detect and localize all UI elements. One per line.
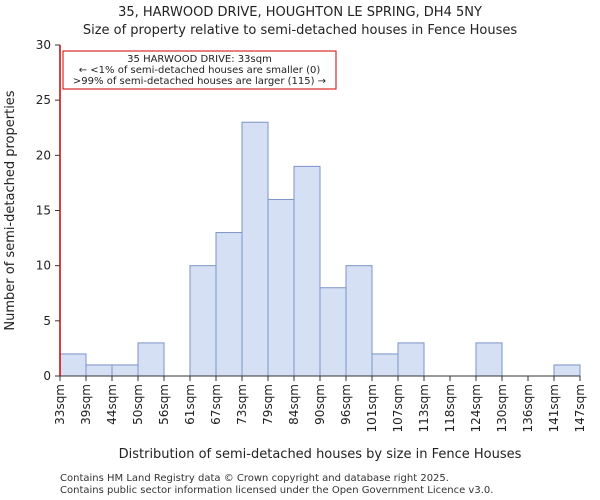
- annotation-title: 35 HARWOOD DRIVE: 33sqm: [127, 54, 272, 65]
- footer-licence: Contains public sector information licen…: [60, 485, 494, 496]
- annotation-box: [62, 50, 337, 90]
- histogram-bar: [59, 353, 87, 377]
- histogram-bar: [553, 364, 581, 377]
- histogram-bar: [111, 364, 139, 377]
- x-tick-label: 107sqm: [391, 384, 405, 432]
- x-tick-label: 96sqm: [339, 384, 353, 425]
- footer-copyright: Contains HM Land Registry data © Crown c…: [60, 473, 449, 484]
- x-tick-label: 50sqm: [131, 384, 145, 425]
- y-tick-label: 20: [36, 148, 51, 162]
- x-tick-label: 84sqm: [287, 384, 301, 425]
- x-tick-label: 113sqm: [417, 384, 431, 432]
- histogram-bar: [397, 342, 425, 377]
- x-tick-label: 147sqm: [573, 384, 587, 432]
- x-tick-label: 73sqm: [235, 384, 249, 425]
- histogram-bar: [345, 265, 373, 377]
- chart-subtitle: Size of property relative to semi-detach…: [82, 23, 518, 38]
- histogram-bar: [293, 165, 321, 377]
- histogram-bar: [267, 198, 295, 377]
- x-tick-label: 44sqm: [105, 384, 119, 425]
- histogram-bar: [371, 353, 399, 377]
- annotation-smaller: ← <1% of semi-detached houses are smalle…: [79, 65, 321, 76]
- y-tick-label: 0: [43, 369, 51, 383]
- y-tick-label: 15: [36, 204, 51, 218]
- y-axis-title: Number of semi-detached properties: [3, 90, 18, 330]
- x-tick-label: 33sqm: [53, 384, 67, 425]
- histogram-bar: [475, 342, 503, 377]
- x-tick-label: 61sqm: [183, 384, 197, 425]
- histogram-bar: [241, 121, 269, 377]
- y-tick-label: 25: [36, 93, 51, 107]
- x-tick-label: 130sqm: [495, 384, 509, 432]
- chart-title: 35, HARWOOD DRIVE, HOUGHTON LE SPRING, D…: [118, 5, 482, 20]
- x-axis-title: Distribution of semi-detached houses by …: [119, 447, 522, 462]
- y-tick-label: 10: [36, 259, 51, 273]
- y-tick-label: 30: [36, 38, 51, 52]
- x-tick-label: 101sqm: [365, 384, 379, 432]
- histogram-bar: [85, 364, 113, 377]
- x-tick-label: 67sqm: [209, 384, 223, 425]
- x-tick-label: 39sqm: [79, 384, 93, 425]
- annotation-larger: >99% of semi-detached houses are larger …: [73, 76, 326, 87]
- histogram-bar: [319, 287, 347, 377]
- x-tick-label: 56sqm: [157, 384, 171, 425]
- histogram-bar: [215, 232, 243, 377]
- x-tick-label: 141sqm: [547, 384, 561, 432]
- histogram-bar: [137, 342, 165, 377]
- x-tick-label: 118sqm: [443, 384, 457, 432]
- x-tick-label: 124sqm: [469, 384, 483, 432]
- x-tick-label: 90sqm: [313, 384, 327, 425]
- histogram-bar: [189, 265, 217, 377]
- x-tick-label: 79sqm: [261, 384, 275, 425]
- y-tick-label: 5: [43, 314, 51, 328]
- x-tick-label: 136sqm: [521, 384, 535, 432]
